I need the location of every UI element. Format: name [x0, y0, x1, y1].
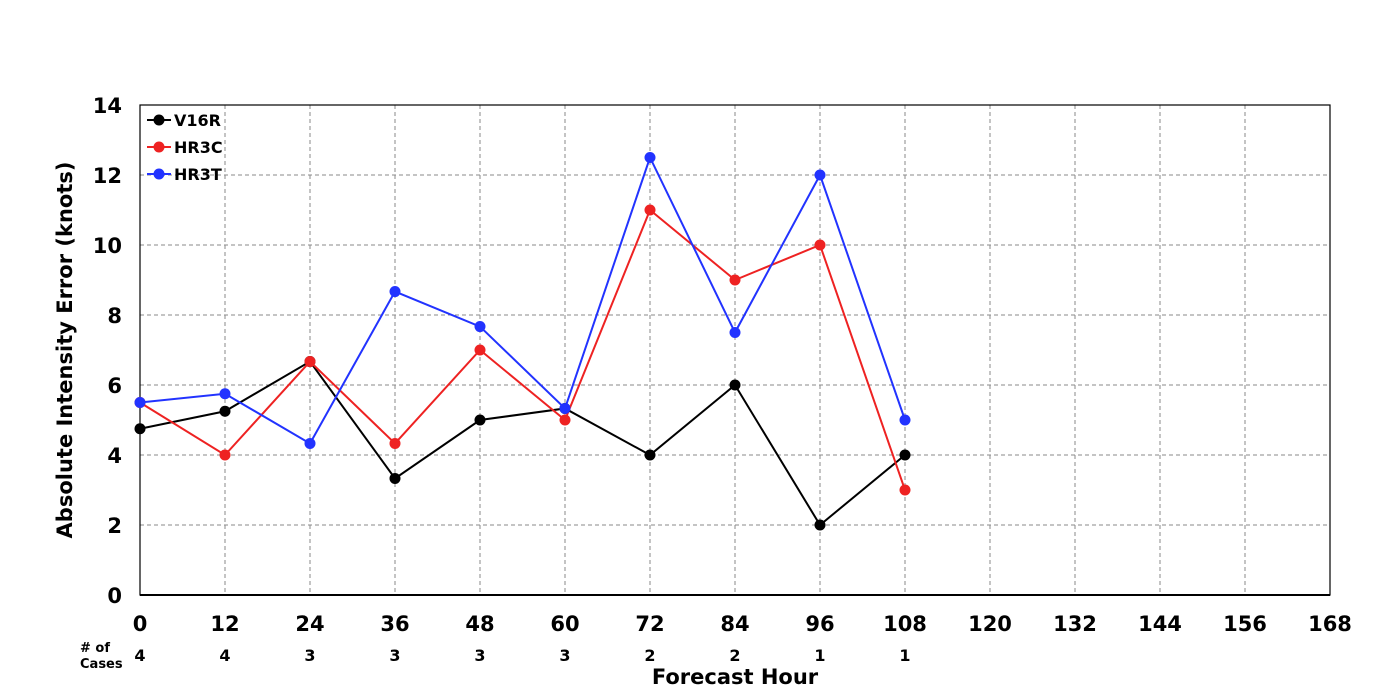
- series: [134, 152, 911, 531]
- cases-label-line1: # of: [80, 641, 110, 656]
- y-tick-label: 14: [93, 94, 122, 118]
- data-point-v16r: [219, 405, 231, 417]
- data-point-hr3t: [899, 414, 911, 426]
- data-point-v16r: [474, 414, 486, 426]
- data-point-v16r: [729, 379, 741, 391]
- x-tick-label: 24: [295, 612, 324, 636]
- legend-label: HR3C: [174, 138, 223, 157]
- data-point-hr3c: [304, 356, 316, 368]
- case-count: 3: [304, 646, 315, 665]
- data-point-hr3c: [899, 484, 911, 496]
- series-line-v16r: [139, 360, 906, 527]
- data-point-hr3c: [814, 239, 826, 251]
- y-tick-label: 4: [107, 444, 122, 468]
- legend-marker: [153, 168, 165, 180]
- data-point-hr3c: [474, 344, 486, 356]
- y-tick-label: 8: [107, 304, 122, 328]
- x-tick-label: 108: [883, 612, 927, 636]
- data-point-hr3c: [389, 437, 401, 449]
- x-tick-label: 156: [1223, 612, 1267, 636]
- y-tick-label: 10: [93, 234, 122, 258]
- data-point-hr3t: [474, 321, 486, 333]
- data-point-v16r: [389, 472, 401, 484]
- x-tick-label: 96: [805, 612, 834, 636]
- x-tick-label: 120: [968, 612, 1012, 636]
- x-tick-labels: 0 12 24 36 48 60 72 84 96 108 120 132 144 156 168: [133, 612, 1352, 636]
- y-tick-labels: 0 2 4 6 8 10 12 14: [93, 94, 122, 608]
- legend-marker: [153, 141, 165, 153]
- data-point-v16r: [899, 449, 911, 461]
- case-count: 4: [134, 646, 145, 665]
- y-tick-label: 2: [107, 514, 122, 538]
- legend-label: V16R: [174, 111, 221, 130]
- data-point-hr3t: [729, 327, 741, 338]
- x-tick-label: 36: [380, 612, 409, 636]
- data-point-hr3t: [219, 388, 231, 400]
- grid: [140, 105, 1330, 595]
- case-count: 2: [644, 646, 655, 665]
- x-tick-label: 48: [465, 612, 494, 636]
- data-point-hr3c: [729, 274, 741, 286]
- data-point-hr3t: [134, 397, 146, 408]
- case-count: 2: [729, 646, 740, 665]
- data-point-hr3c: [644, 204, 656, 216]
- y-tick-label: 12: [93, 164, 122, 188]
- case-count: 3: [559, 646, 570, 665]
- x-tick-label: 168: [1308, 612, 1352, 636]
- series-line-hr3t: [139, 154, 906, 445]
- case-count: 3: [389, 646, 400, 665]
- x-tick-label: 84: [720, 612, 749, 636]
- series-line-hr3c: [139, 208, 906, 491]
- case-count: 3: [474, 646, 485, 665]
- x-tick-label: 0: [133, 612, 148, 636]
- case-counts: # of Cases 4 4 3 3 3 3 2 2 1 1: [80, 641, 911, 672]
- data-point-hr3t: [644, 152, 656, 163]
- data-point-hr3c: [219, 449, 231, 461]
- data-point-hr3t: [304, 437, 316, 449]
- y-tick-label: 6: [107, 374, 122, 398]
- x-tick-label: 132: [1053, 612, 1097, 636]
- y-axis-title: Absolute Intensity Error (knots): [53, 162, 77, 539]
- data-point-hr3t: [814, 169, 826, 181]
- data-point-hr3t: [389, 286, 401, 298]
- data-point-v16r: [134, 423, 146, 435]
- case-count: 4: [219, 646, 230, 665]
- legend: V16R HR3C HR3T: [147, 111, 223, 184]
- case-count: 1: [814, 646, 825, 665]
- case-count: 1: [899, 646, 910, 665]
- cases-label-line2: Cases: [80, 657, 123, 672]
- x-tick-label: 12: [210, 612, 239, 636]
- data-point-v16r: [644, 449, 656, 461]
- x-tick-label: 144: [1138, 612, 1182, 636]
- x-axis-title: Forecast Hour: [652, 665, 819, 689]
- x-tick-label: 72: [635, 612, 664, 636]
- data-point-v16r: [814, 519, 826, 531]
- x-tick-label: 60: [550, 612, 579, 636]
- data-point-hr3t: [559, 402, 571, 414]
- legend-label: HR3T: [174, 165, 222, 184]
- legend-marker: [153, 114, 165, 126]
- data-point-hr3c: [559, 414, 571, 426]
- y-tick-label: 0: [107, 584, 122, 608]
